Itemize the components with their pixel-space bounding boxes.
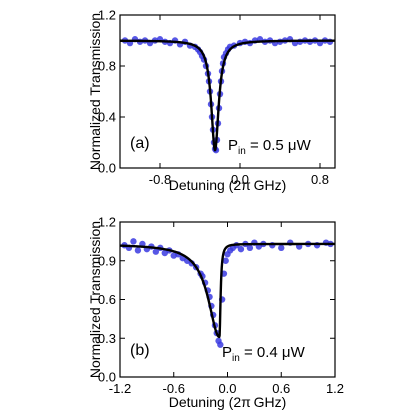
y-tick-label: 0.6 bbox=[98, 292, 116, 307]
data-point bbox=[217, 341, 224, 348]
panel-label: (a) bbox=[130, 135, 150, 152]
fit-curve bbox=[120, 39, 335, 152]
data-point bbox=[246, 244, 254, 252]
y-tick-label: 0.0 bbox=[98, 161, 116, 176]
x-tick-label: -0.8 bbox=[149, 172, 171, 187]
panel-b: -1.2 -0.6 0.0 0.6 1.2 0.0 0.3 0.6 0.9 1.2 Detuning… bbox=[87, 215, 344, 411]
power-annotation: Pin = 0.4 μW bbox=[222, 344, 306, 364]
x-tick-label: 0.8 bbox=[311, 172, 329, 187]
x-tick-label: -1.2 bbox=[109, 381, 131, 396]
y-tick-label: 0.8 bbox=[98, 59, 116, 74]
data-point bbox=[130, 238, 137, 245]
x-axis-title: Detuning (2π GHz) bbox=[169, 177, 287, 193]
power-annotation: Pin = 0.5 μW bbox=[228, 137, 312, 157]
y-axis-title: Normalized Transmission bbox=[87, 221, 103, 378]
y-axis-title: Normalized Transmission bbox=[87, 13, 103, 170]
data-point bbox=[222, 257, 229, 264]
y-tick-label: 0.4 bbox=[98, 110, 116, 125]
x-tick-label: 1.2 bbox=[326, 381, 344, 396]
y-tick-label: 1.2 bbox=[98, 8, 116, 23]
y-tick-label: 0.3 bbox=[98, 331, 116, 346]
data-point bbox=[134, 247, 142, 254]
y-tick-label: 0.9 bbox=[98, 253, 116, 268]
data-points bbox=[121, 238, 334, 348]
plot-frame bbox=[119, 14, 336, 169]
data-point bbox=[278, 244, 285, 252]
panel-label: (b) bbox=[130, 342, 150, 359]
x-tick-label: 0.6 bbox=[272, 381, 290, 396]
fit-curve bbox=[120, 242, 335, 339]
x-tick-label: -0.6 bbox=[163, 381, 185, 396]
panel-a: -0.8 0.0 0.8 0.0 0.4 0.8 1.2 Detuning (2π GHz) N… bbox=[87, 8, 336, 193]
x-axis-title: Detuning (2π GHz) bbox=[169, 394, 287, 410]
y-tick-label: 1.2 bbox=[98, 215, 116, 230]
data-point bbox=[152, 248, 160, 255]
x-tick-label: 0.0 bbox=[231, 172, 249, 187]
y-tick-label: 0.0 bbox=[98, 370, 116, 385]
x-tick-label: 0.0 bbox=[218, 381, 236, 396]
data-point bbox=[237, 245, 245, 253]
